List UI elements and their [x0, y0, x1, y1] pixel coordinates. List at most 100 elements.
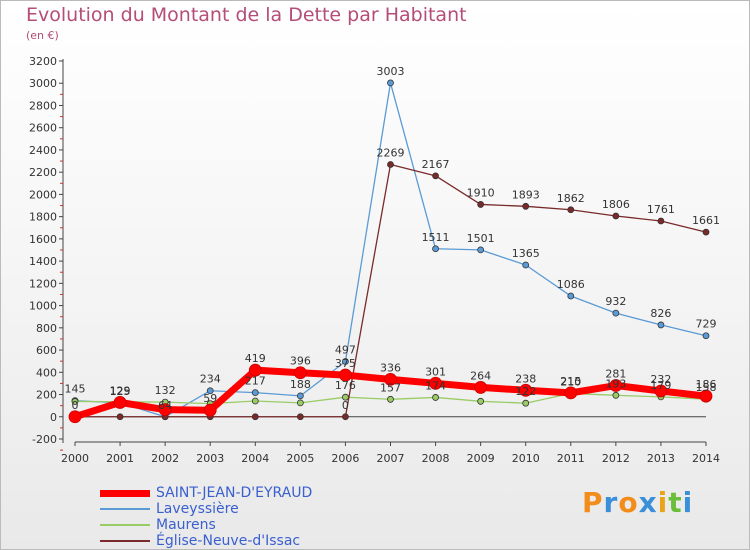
- x-tick-label: 2004: [241, 452, 269, 465]
- chart-subtitle: (en €): [26, 29, 59, 42]
- data-label: 1086: [557, 278, 585, 291]
- data-label: 234: [200, 373, 221, 386]
- data-label: 3003: [377, 65, 405, 78]
- y-tick-label: 3200: [29, 55, 57, 68]
- y-tick-label: 600: [36, 344, 57, 357]
- data-point: [116, 413, 124, 421]
- data-label: 129: [110, 384, 131, 397]
- data-label: 826: [650, 307, 671, 320]
- data-label: 0: [342, 399, 349, 412]
- legend-swatch: [100, 524, 150, 526]
- data-label: 125: [110, 385, 131, 398]
- data-point: [567, 206, 575, 214]
- data-label: 0: [72, 399, 79, 412]
- data-point: [522, 261, 530, 269]
- data-label: 1365: [512, 247, 540, 260]
- data-point: [251, 413, 259, 421]
- y-tick-label: 200: [36, 389, 57, 402]
- x-tick-label: 2009: [467, 452, 495, 465]
- data-point: [612, 391, 620, 399]
- x-tick-label: 2013: [647, 452, 675, 465]
- data-point: [657, 321, 665, 329]
- data-label: 497: [335, 344, 356, 357]
- legend-label: Laveyssière: [156, 501, 239, 517]
- data-label: 158: [696, 381, 717, 394]
- data-label: 1511: [422, 231, 450, 244]
- data-label: 336: [380, 361, 401, 374]
- data-label: 1661: [692, 214, 720, 227]
- y-tick-label: 1600: [29, 233, 57, 246]
- x-tick-label: 2002: [151, 452, 179, 465]
- logo-letter: t: [668, 486, 683, 519]
- data-label: 2167: [422, 158, 450, 171]
- data-point: [293, 366, 307, 380]
- data-point: [206, 387, 214, 395]
- data-point: [699, 389, 713, 403]
- data-point: [702, 228, 710, 236]
- data-point: [296, 392, 304, 400]
- data-point: [657, 217, 665, 225]
- data-label: 1806: [602, 198, 630, 211]
- data-point: [609, 379, 623, 392]
- data-point: [654, 384, 668, 398]
- x-tick-label: 2001: [106, 452, 134, 465]
- legend-swatch: [100, 508, 150, 510]
- chart-title: Evolution du Montant de la Dette par Hab…: [26, 4, 467, 26]
- x-tick-label: 2012: [602, 452, 630, 465]
- data-point: [158, 403, 172, 417]
- y-tick-label: -200: [32, 433, 57, 446]
- data-point: [203, 403, 217, 417]
- data-point: [567, 292, 575, 300]
- data-label: 64: [158, 399, 172, 412]
- data-label: 210: [560, 375, 581, 388]
- data-point: [432, 172, 439, 180]
- data-point: [477, 246, 485, 254]
- x-tick-label: 2011: [557, 452, 585, 465]
- y-tick-label: 1000: [29, 300, 57, 313]
- data-label: 264: [470, 369, 491, 382]
- logo-letter: o: [618, 486, 639, 519]
- y-tick-label: 1200: [29, 277, 57, 290]
- y-tick-label: 2400: [29, 144, 57, 157]
- logo-letter: r: [603, 486, 619, 519]
- x-tick-label: 2008: [422, 452, 450, 465]
- data-point: [564, 386, 578, 400]
- logo-letter: i: [682, 486, 694, 519]
- data-label: 176: [335, 379, 356, 392]
- data-point: [522, 399, 530, 407]
- data-label: 193: [605, 377, 626, 390]
- x-tick-label: 2014: [692, 452, 720, 465]
- data-label: 157: [380, 381, 401, 394]
- y-tick-label: 800: [36, 322, 57, 335]
- data-label: 186: [696, 378, 717, 391]
- data-point: [296, 399, 304, 407]
- data-point: [248, 363, 262, 377]
- x-tick-label: 2005: [286, 452, 314, 465]
- data-point: [342, 358, 349, 365]
- data-label: 1910: [467, 186, 495, 199]
- data-point: [702, 332, 710, 340]
- data-point: [612, 212, 620, 220]
- data-point: [432, 394, 439, 401]
- data-label: 1893: [512, 188, 540, 201]
- data-point: [474, 381, 488, 394]
- data-point: [477, 201, 485, 208]
- data-label: 145: [65, 383, 86, 396]
- data-point: [522, 202, 530, 210]
- data-point: [251, 397, 259, 405]
- legend-swatch: [100, 540, 150, 542]
- data-point: [519, 383, 533, 397]
- data-point: [387, 79, 394, 87]
- data-point: [387, 161, 394, 168]
- data-point: [251, 389, 259, 397]
- y-tick-label: 0: [50, 411, 57, 424]
- legend-swatch: [100, 490, 150, 497]
- data-point: [477, 397, 485, 405]
- y-tick-label: 2000: [29, 188, 57, 201]
- x-tick-label: 2006: [331, 452, 359, 465]
- y-tick-label: 400: [36, 366, 57, 379]
- legend-label: SAINT-JEAN-D'EYRAUD: [156, 485, 313, 501]
- y-tick-label: 2600: [29, 122, 57, 135]
- data-label: 301: [425, 365, 446, 378]
